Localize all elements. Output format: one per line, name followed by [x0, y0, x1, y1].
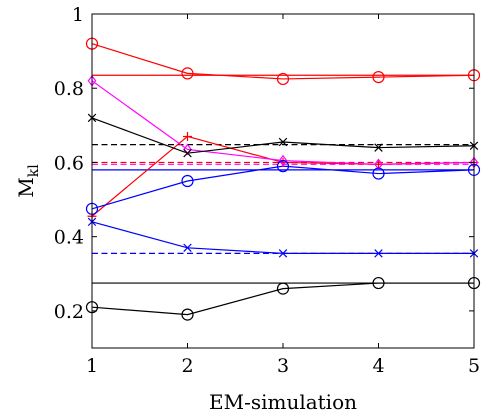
series-markers: [85, 37, 481, 321]
series-line-1: [91, 43, 475, 80]
y-tick-label-0.4: 0.4: [54, 227, 84, 249]
axis-ticks: [91, 13, 475, 348]
series-3-point-4: [374, 158, 383, 171]
x-tick-label-5: 5: [468, 355, 480, 377]
series-3-point-2: [183, 143, 192, 156]
series-line-6: [91, 221, 474, 254]
y-tick-label-1: 1: [72, 4, 84, 26]
series-7-point-4: [372, 276, 385, 290]
series-4-point-4: [374, 143, 383, 152]
series-3-point-3: [278, 154, 288, 167]
series-line-2: [91, 135, 475, 217]
x-tick-label-2: 2: [181, 355, 193, 377]
series-5-point-2: [181, 174, 194, 188]
series-line-7: [91, 282, 474, 316]
series-1-point-3: [276, 72, 290, 86]
series-7-point-3: [276, 282, 290, 295]
y-tick-label-0.2: 0.2: [54, 301, 84, 323]
series-1-point-2: [181, 67, 194, 80]
x-tick-label-4: 4: [372, 355, 384, 377]
series-6-point-4: [374, 249, 383, 258]
y-axis-title-subscript: kl: [26, 164, 42, 177]
y-tick-label-0.6: 0.6: [54, 152, 84, 174]
series-6-point-2: [183, 243, 192, 253]
series-line-5: [91, 165, 475, 210]
series-line-4: [91, 117, 475, 154]
y-tick-label-0.8: 0.8: [54, 78, 84, 100]
series-4-point-2: [183, 148, 192, 158]
series-line-3: [91, 80, 475, 165]
x-tick-label-1: 1: [86, 355, 98, 377]
series-5-point-3: [276, 160, 290, 173]
x-axis-title: EM-simulation: [209, 390, 357, 414]
reference-lines: [92, 74, 474, 284]
series-6-point-3: [278, 249, 288, 258]
series-5-point-4: [372, 167, 385, 180]
series-2-point-2: [183, 131, 192, 141]
series-4-point-3: [278, 137, 288, 147]
y-axis-title: Mkl: [14, 164, 42, 198]
plot-frame: [91, 13, 475, 349]
series-1-point-4: [372, 70, 385, 84]
y-axis-title-main: M: [14, 177, 38, 197]
x-tick-label-3: 3: [277, 355, 289, 377]
series-7-point-2: [181, 308, 194, 321]
tick-labels: 1 2 3 4 5 0.2 0.4 0.6 0.8 1: [54, 4, 480, 377]
